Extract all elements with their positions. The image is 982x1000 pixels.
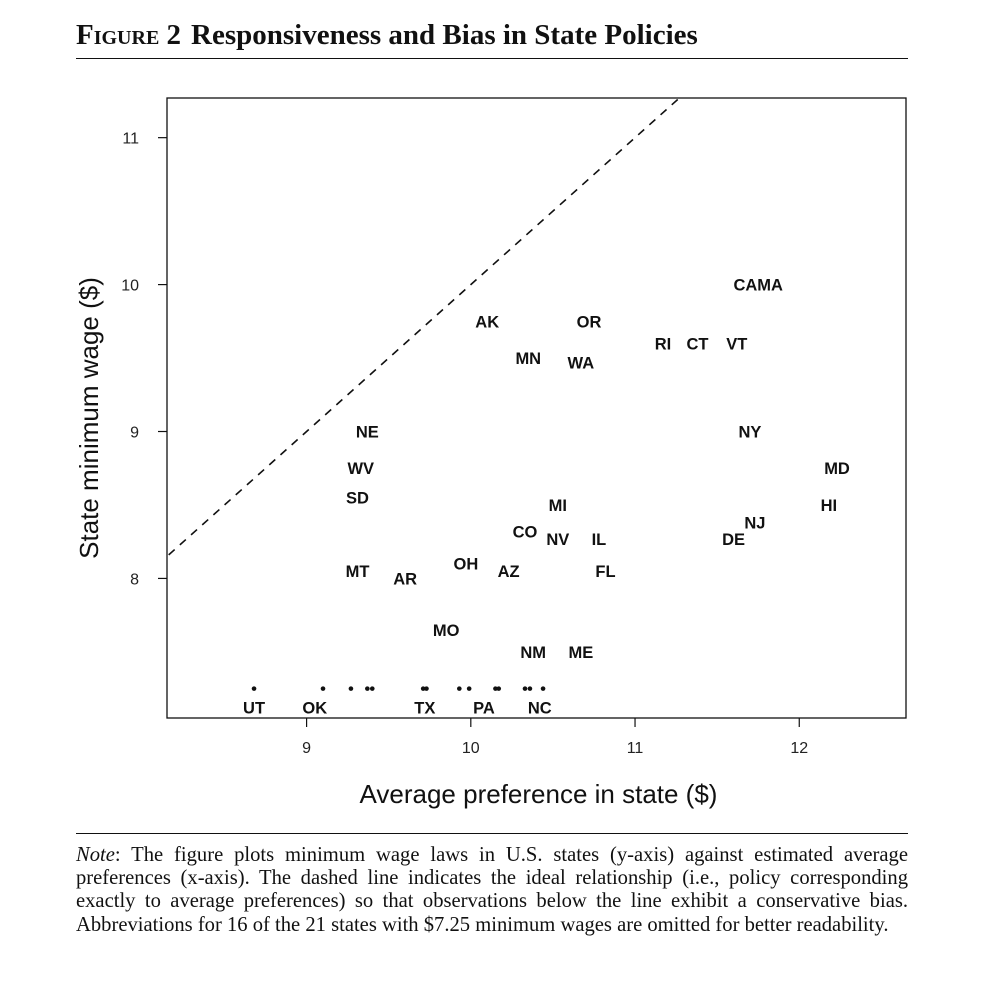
min-wage-point [424, 686, 429, 691]
min-wage-point [540, 686, 546, 691]
scatter-chart: 9 10 11 12 8 9 10 11 Average preference in state… [74, 97, 907, 809]
min-wage-point [496, 686, 502, 691]
figure-title-text: Responsiveness and Bias in State Policie… [191, 19, 698, 51]
note-rule [76, 833, 908, 834]
y-tick-label: 10 [121, 278, 139, 295]
state-label-wa: WA [568, 354, 595, 372]
state-label-co: CO [513, 523, 538, 541]
min-wage-point [466, 686, 472, 691]
title-rule [76, 58, 908, 59]
note-prefix: Note [76, 844, 115, 866]
min-wage-point [320, 686, 326, 691]
min-wage-point [522, 686, 528, 691]
state-label-wv: WV [347, 460, 374, 478]
min-wage-point [251, 686, 257, 691]
state-label-ar: AR [393, 570, 417, 588]
note-text: : The figure plots minimum wage laws in … [76, 844, 908, 936]
min-wage-point [365, 686, 370, 691]
state-label-de: DE [722, 531, 745, 549]
y-tick-label: 11 [122, 131, 139, 148]
state-label-ny: NY [739, 424, 762, 442]
x-axis-title: Average preference in state ($) [360, 779, 718, 809]
state-label-vt: VT [726, 335, 747, 353]
state-label-sd: SD [346, 490, 369, 508]
state-label-nc: NC [528, 700, 552, 718]
state-label-mo: MO [433, 622, 460, 640]
state-label-il: IL [592, 531, 607, 549]
state-label-az: AZ [498, 563, 520, 581]
min-wage-point [369, 686, 375, 691]
y-tick-label: 9 [130, 425, 139, 442]
state-label-pa: PA [473, 700, 495, 718]
state-label-cama: CAMA [733, 277, 783, 295]
state-label-nv: NV [546, 531, 569, 549]
state-label-ct: CT [686, 335, 708, 353]
x-tick-label: 9 [302, 740, 311, 757]
min-wage-point [527, 686, 533, 691]
min-wage-point [420, 686, 426, 691]
state-label-ne: NE [356, 424, 379, 442]
state-label-ri: RI [655, 335, 672, 353]
figure-title: Figure 2 Responsiveness and Bias in State… [76, 16, 908, 54]
x-tick-label: 10 [462, 740, 480, 757]
state-label-ak: AK [475, 313, 499, 331]
state-label-mt: MT [346, 563, 370, 581]
x-tick-label: 12 [790, 740, 808, 757]
state-label-or: OR [577, 313, 602, 331]
min-wage-point [348, 686, 354, 691]
state-label-md: MD [824, 460, 850, 478]
state-label-nm: NM [520, 644, 546, 662]
state-label-me: ME [568, 644, 593, 662]
state-label-nj: NJ [744, 515, 765, 533]
y-axis-title: State minimum wage ($) [74, 277, 104, 559]
state-label-fl: FL [595, 563, 615, 581]
state-label-tx: TX [414, 700, 435, 718]
state-label-hi: HI [821, 497, 838, 515]
figure-note: Note: The figure plots minimum wage laws… [76, 844, 908, 937]
state-label-ok: OK [302, 700, 327, 718]
state-label-mi: MI [549, 497, 567, 515]
min-wage-point [457, 686, 462, 691]
min-wage-point [493, 686, 498, 691]
figure-label: Figure 2 [76, 19, 182, 51]
state-label-mn: MN [515, 350, 541, 368]
state-label-ut: UT [243, 700, 265, 718]
y-tick-label: 8 [130, 571, 139, 588]
x-tick-label: 11 [627, 740, 644, 757]
plot-frame [166, 97, 907, 719]
state-label-oh: OH [454, 556, 479, 574]
